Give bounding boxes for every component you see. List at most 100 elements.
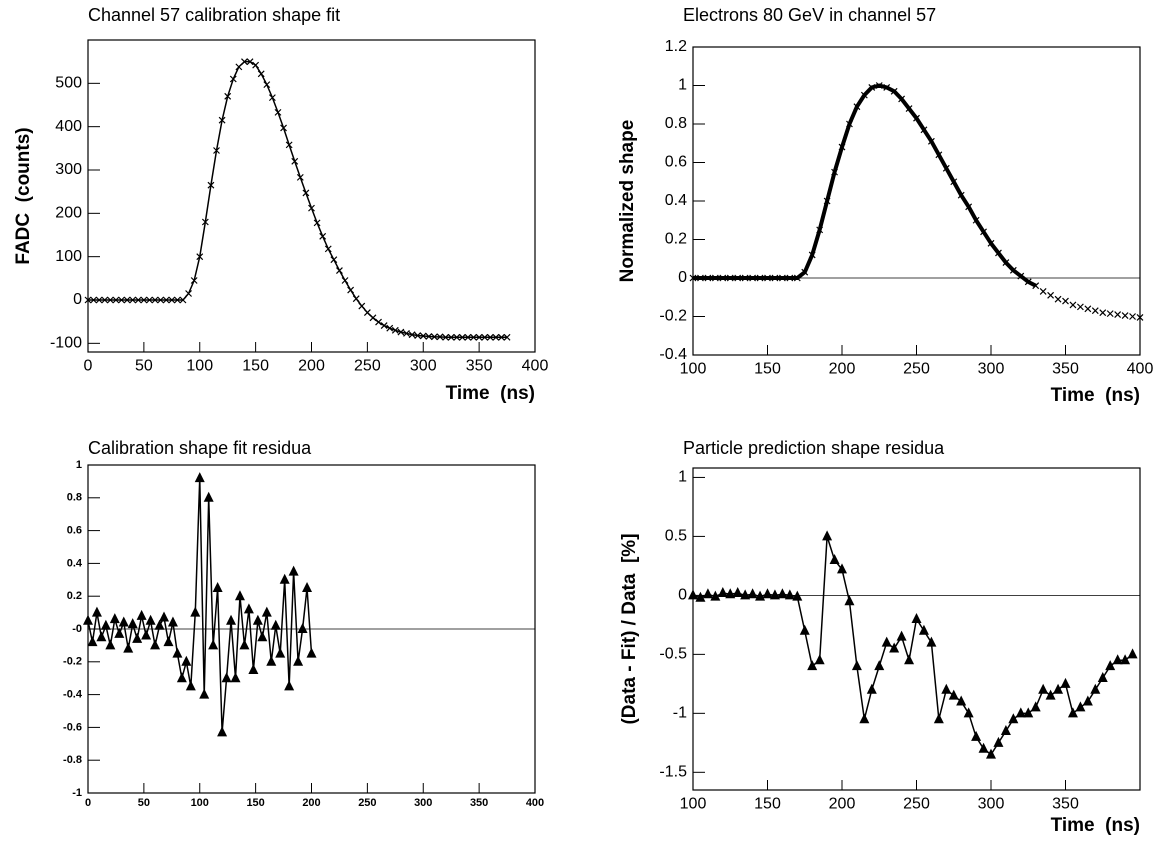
data-point bbox=[266, 655, 277, 666]
data-point bbox=[889, 642, 900, 653]
y-tick-label: -1 bbox=[72, 787, 82, 799]
data-point bbox=[732, 587, 743, 598]
x-tick-label: 250 bbox=[903, 361, 930, 378]
data-point bbox=[369, 314, 377, 322]
data-point bbox=[1112, 654, 1123, 665]
x-tick-label: 300 bbox=[978, 796, 1005, 813]
data-point bbox=[933, 713, 944, 724]
data-point bbox=[207, 181, 215, 189]
x-tick-label: 150 bbox=[246, 797, 264, 809]
data-point bbox=[279, 573, 290, 584]
x-tick-label: 200 bbox=[829, 796, 856, 813]
data-point bbox=[352, 295, 360, 303]
data-point bbox=[190, 606, 201, 617]
data-point bbox=[274, 108, 282, 116]
y-tick-label: 200 bbox=[55, 205, 82, 222]
data-point bbox=[941, 683, 952, 694]
data-point bbox=[1047, 291, 1055, 299]
y-tick-label: 1.2 bbox=[665, 38, 687, 55]
data-point bbox=[96, 631, 107, 642]
x-tick-label: 300 bbox=[414, 797, 432, 809]
data-point bbox=[822, 530, 833, 541]
data-point bbox=[196, 253, 204, 261]
data-point bbox=[224, 92, 232, 100]
data-point bbox=[246, 58, 254, 66]
data-point bbox=[127, 618, 138, 629]
data-point bbox=[185, 680, 196, 691]
x-tick-label: 100 bbox=[191, 797, 209, 809]
x-tick-label: 150 bbox=[754, 796, 781, 813]
y-tick-label: -0.2 bbox=[659, 308, 687, 325]
data-point bbox=[918, 624, 929, 635]
x-tick-label: 350 bbox=[470, 797, 488, 809]
chart-title: Channel 57 calibration shape fit bbox=[88, 5, 340, 25]
data-point bbox=[83, 614, 93, 625]
data-point bbox=[145, 614, 156, 625]
data-point bbox=[851, 660, 862, 671]
data-point bbox=[91, 606, 102, 617]
data-point bbox=[1008, 713, 1019, 724]
data-point bbox=[1054, 295, 1062, 303]
x-tick-label: 350 bbox=[1052, 796, 1079, 813]
y-tick-label: 1 bbox=[76, 459, 82, 471]
data-point bbox=[173, 296, 181, 304]
series bbox=[693, 83, 1037, 288]
data-point bbox=[702, 588, 713, 599]
data-point bbox=[248, 664, 259, 674]
data-point bbox=[172, 647, 183, 658]
x-tick-label: 350 bbox=[466, 358, 493, 375]
data-point bbox=[239, 639, 250, 650]
data-point bbox=[458, 333, 466, 341]
data-point bbox=[212, 582, 223, 592]
data-point bbox=[948, 689, 959, 700]
y-tick-label: 0 bbox=[678, 587, 687, 604]
y-tick-label: -1 bbox=[673, 705, 687, 722]
data-point bbox=[762, 588, 773, 599]
data-point bbox=[105, 639, 116, 650]
data-point bbox=[717, 587, 728, 598]
data-point bbox=[190, 277, 198, 284]
data-point bbox=[1045, 689, 1056, 700]
data-point bbox=[297, 623, 308, 633]
data-point bbox=[464, 333, 472, 341]
data-point bbox=[252, 614, 263, 625]
data-point bbox=[1099, 309, 1107, 317]
data-point bbox=[769, 589, 780, 600]
data-point bbox=[291, 157, 299, 165]
data-point bbox=[167, 616, 178, 627]
data-point bbox=[498, 333, 505, 341]
data-point bbox=[397, 328, 405, 336]
data-point bbox=[963, 707, 974, 718]
y-axis-label: Normalized shape bbox=[617, 120, 638, 283]
y-tick-label: -0.2 bbox=[63, 656, 82, 668]
data-point bbox=[904, 654, 915, 665]
data-point bbox=[163, 636, 174, 647]
x-axis-label: Time (ns) bbox=[1051, 815, 1140, 836]
data-point bbox=[1120, 654, 1131, 665]
data-point bbox=[106, 296, 114, 304]
x-tick-label: 50 bbox=[138, 797, 150, 809]
data-point bbox=[829, 554, 840, 564]
data-point bbox=[419, 332, 427, 340]
data-point bbox=[84, 296, 92, 304]
x-tick-label: 0 bbox=[85, 797, 91, 809]
data-point bbox=[386, 324, 394, 332]
data-point bbox=[118, 616, 129, 627]
y-tick-label: 300 bbox=[55, 161, 82, 178]
x-tick-label: 100 bbox=[186, 358, 213, 375]
data-point bbox=[1038, 683, 1049, 694]
data-point bbox=[234, 590, 245, 601]
data-point bbox=[1053, 683, 1064, 694]
data-point bbox=[208, 639, 219, 650]
data-point bbox=[241, 58, 248, 66]
data-point bbox=[1084, 305, 1092, 313]
x-tick-label: 350 bbox=[1052, 361, 1079, 378]
data-point bbox=[911, 612, 922, 623]
data-point bbox=[257, 70, 265, 78]
series bbox=[83, 472, 317, 737]
y-tick-label: -0.5 bbox=[659, 646, 687, 663]
data-point bbox=[971, 730, 982, 741]
data-point bbox=[363, 309, 371, 316]
data-point bbox=[296, 173, 304, 181]
data-point bbox=[380, 322, 388, 329]
